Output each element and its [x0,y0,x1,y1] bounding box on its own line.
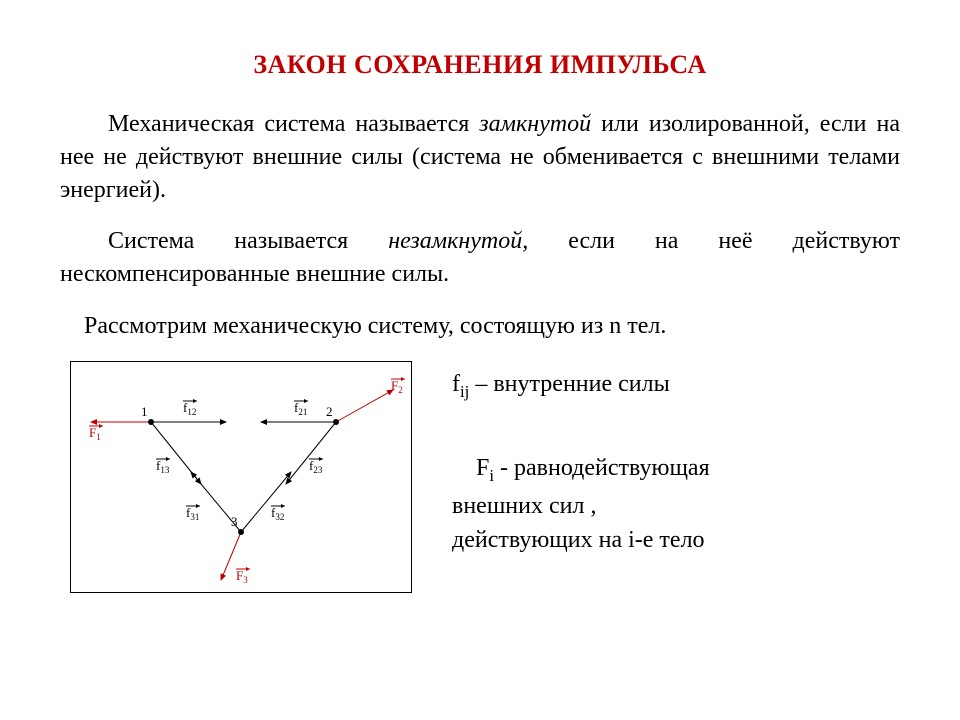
svg-text:1: 1 [141,404,148,419]
svg-text:F2: F2 [391,378,403,395]
subscript-ij: ij [460,381,469,400]
svg-text:3: 3 [231,514,238,529]
def-Fi: Fi - равнодействующая внешних сил , дейс… [452,451,900,558]
text: Механическая система называется [108,111,479,137]
text: действующих на i-е тело [452,527,705,553]
text: – внутренние силы [469,371,669,397]
symbol-F: F [476,455,489,481]
paragraph-open-system: Система называется незамкнутой, если на … [60,225,900,291]
svg-text:f32: f32 [271,505,284,522]
svg-text:f12: f12 [183,400,196,417]
paragraph-closed-system: Механическая система называется замкнуто… [60,108,900,207]
text: Система называется [108,228,388,254]
diagram-row: f12f21f13f23f31f32F1F2F3123 fij – внутре… [60,361,900,593]
svg-text:f31: f31 [186,505,199,522]
page: ЗАКОН СОХРАНЕНИЯ ИМПУЛЬСА Механическая с… [0,0,960,720]
text: внешних сил , [452,493,596,519]
svg-text:f13: f13 [156,458,170,475]
emphasis-open: незамкнутой, [388,228,528,254]
svg-text:2: 2 [326,404,333,419]
side-definitions: fij – внутренние силы Fi - равнодействую… [412,361,900,559]
symbol-f: f [452,371,460,397]
svg-text:f21: f21 [294,400,307,417]
svg-text:f23: f23 [309,458,323,475]
text: - равнодействующая [494,455,710,481]
force-diagram-svg: f12f21f13f23f31f32F1F2F3123 [71,362,411,592]
emphasis-closed: замкнутой [479,111,591,137]
def-fij: fij – внутренние силы [452,371,900,402]
paragraph-consider: Рассмотрим механическую систему, состоящ… [60,310,900,343]
force-diagram: f12f21f13f23f31f32F1F2F3123 [70,361,412,593]
page-title: ЗАКОН СОХРАНЕНИЯ ИМПУЛЬСА [60,50,900,80]
svg-text:F1: F1 [89,425,101,442]
